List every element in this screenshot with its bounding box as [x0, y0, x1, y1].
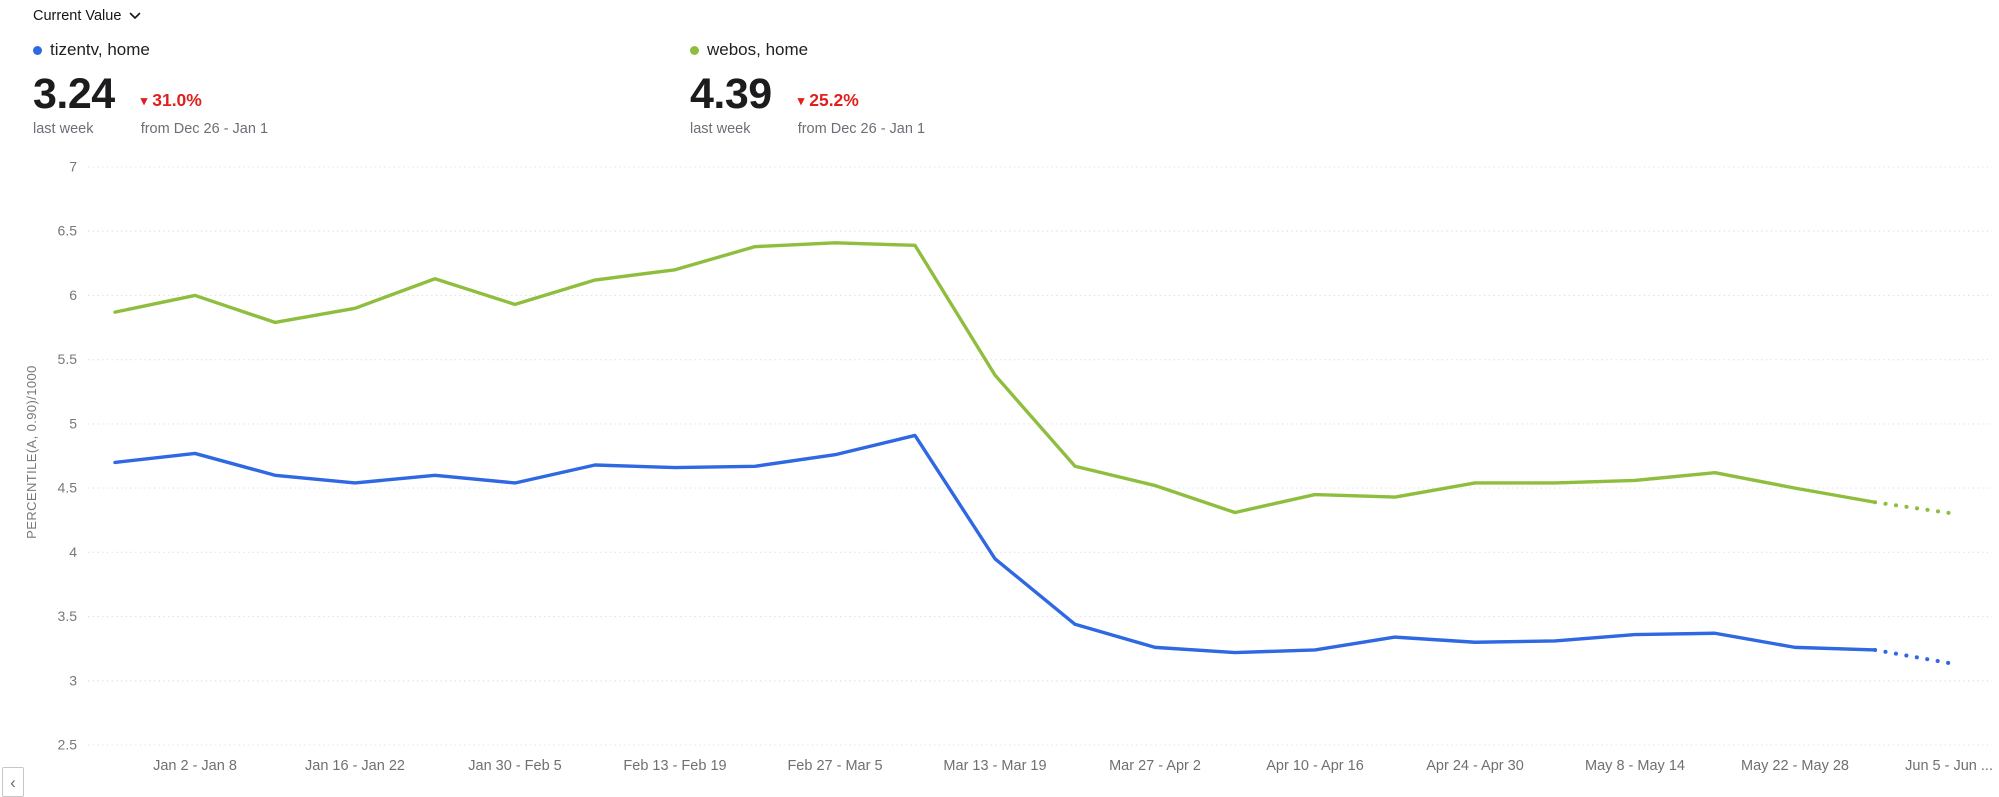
y-axis-title: PERCENTILE(A, 0.90)/1000 [24, 365, 39, 539]
triangle-down-icon: ▾ [140, 93, 148, 108]
chevron-left-icon: ‹ [10, 772, 16, 792]
baseline-label: from Dec 26 - Jan 1 [140, 121, 269, 137]
y-axis-tick-label: 6 [69, 287, 77, 303]
series-line-tizentv-home[interactable] [113, 433, 1877, 655]
series-summary-webos: webos, home 4.39 ▾ 25.2% last week from … [690, 40, 925, 137]
x-axis-tick-label: Apr 10 - Apr 16 [1266, 758, 1364, 774]
baseline-label: from Dec 26 - Jan 1 [797, 121, 926, 137]
x-axis-tick-label: Feb 27 - Mar 5 [787, 758, 882, 774]
chart-plot-area[interactable] [88, 142, 1992, 745]
y-axis-tick-label: 5 [69, 415, 77, 431]
series-color-dot-icon [33, 45, 42, 55]
metric-selector-label: Current Value [33, 8, 122, 24]
series-name: tizentv, home [50, 40, 150, 59]
y-axis-tick-label: 2.5 [58, 737, 78, 753]
x-axis-tick-label: Mar 13 - Mar 19 [943, 758, 1046, 774]
prev-page-button[interactable]: ‹ [2, 767, 24, 797]
triangle-down-icon: ▾ [797, 93, 805, 108]
y-axis-tick-label: 7 [69, 159, 77, 175]
x-axis-tick-label: May 22 - May 28 [1741, 758, 1849, 774]
series-name: webos, home [707, 40, 809, 59]
series-legend-row: tizentv, home [33, 40, 268, 60]
y-axis-tick-label: 3.5 [58, 608, 78, 624]
x-axis-tick-label: Jan 2 - Jan 8 [153, 758, 237, 774]
y-axis-tick-label: 4.5 [58, 480, 78, 496]
x-axis-tick-label: Jan 30 - Feb 5 [468, 758, 562, 774]
x-axis-tick-label: Mar 27 - Apr 2 [1109, 758, 1201, 774]
current-value: 4.39 [690, 70, 772, 118]
period-label: last week [690, 121, 751, 137]
change-badge: ▾ 31.0% [141, 90, 268, 116]
period-label: last week [33, 121, 94, 137]
change-percent: 31.0% [152, 90, 202, 110]
x-axis-tick-label: Jun 5 - Jun ... [1905, 758, 1993, 774]
y-axis-tick-label: 4 [69, 544, 77, 560]
series-line-webos-home[interactable] [113, 241, 1877, 515]
x-axis-tick-label: Apr 24 - Apr 30 [1426, 758, 1524, 774]
y-axis-tick-label: 6.5 [58, 223, 78, 239]
series-legend-row: webos, home [690, 40, 925, 60]
current-value: 3.24 [33, 70, 115, 118]
x-axis-tick-label: Jan 16 - Jan 22 [305, 758, 405, 774]
metric-selector-dropdown[interactable]: Current Value [33, 8, 141, 24]
series-summary-tizentv: tizentv, home 3.24 ▾ 31.0% last week fro… [33, 40, 268, 137]
x-axis-tick-label: May 8 - May 14 [1585, 758, 1685, 774]
y-axis-tick-label: 5.5 [58, 351, 78, 367]
series-line-webos-home-projection[interactable] [1873, 500, 1957, 516]
x-axis-tick-label: Feb 13 - Feb 19 [623, 758, 726, 774]
series-color-dot-icon [690, 45, 699, 55]
y-axis-tick-label: 3 [69, 672, 77, 688]
chevron-down-icon [130, 12, 141, 19]
series-line-tizentv-home-projection[interactable] [1873, 647, 1957, 667]
change-percent: 25.2% [809, 90, 859, 110]
change-badge: ▾ 25.2% [798, 90, 925, 116]
